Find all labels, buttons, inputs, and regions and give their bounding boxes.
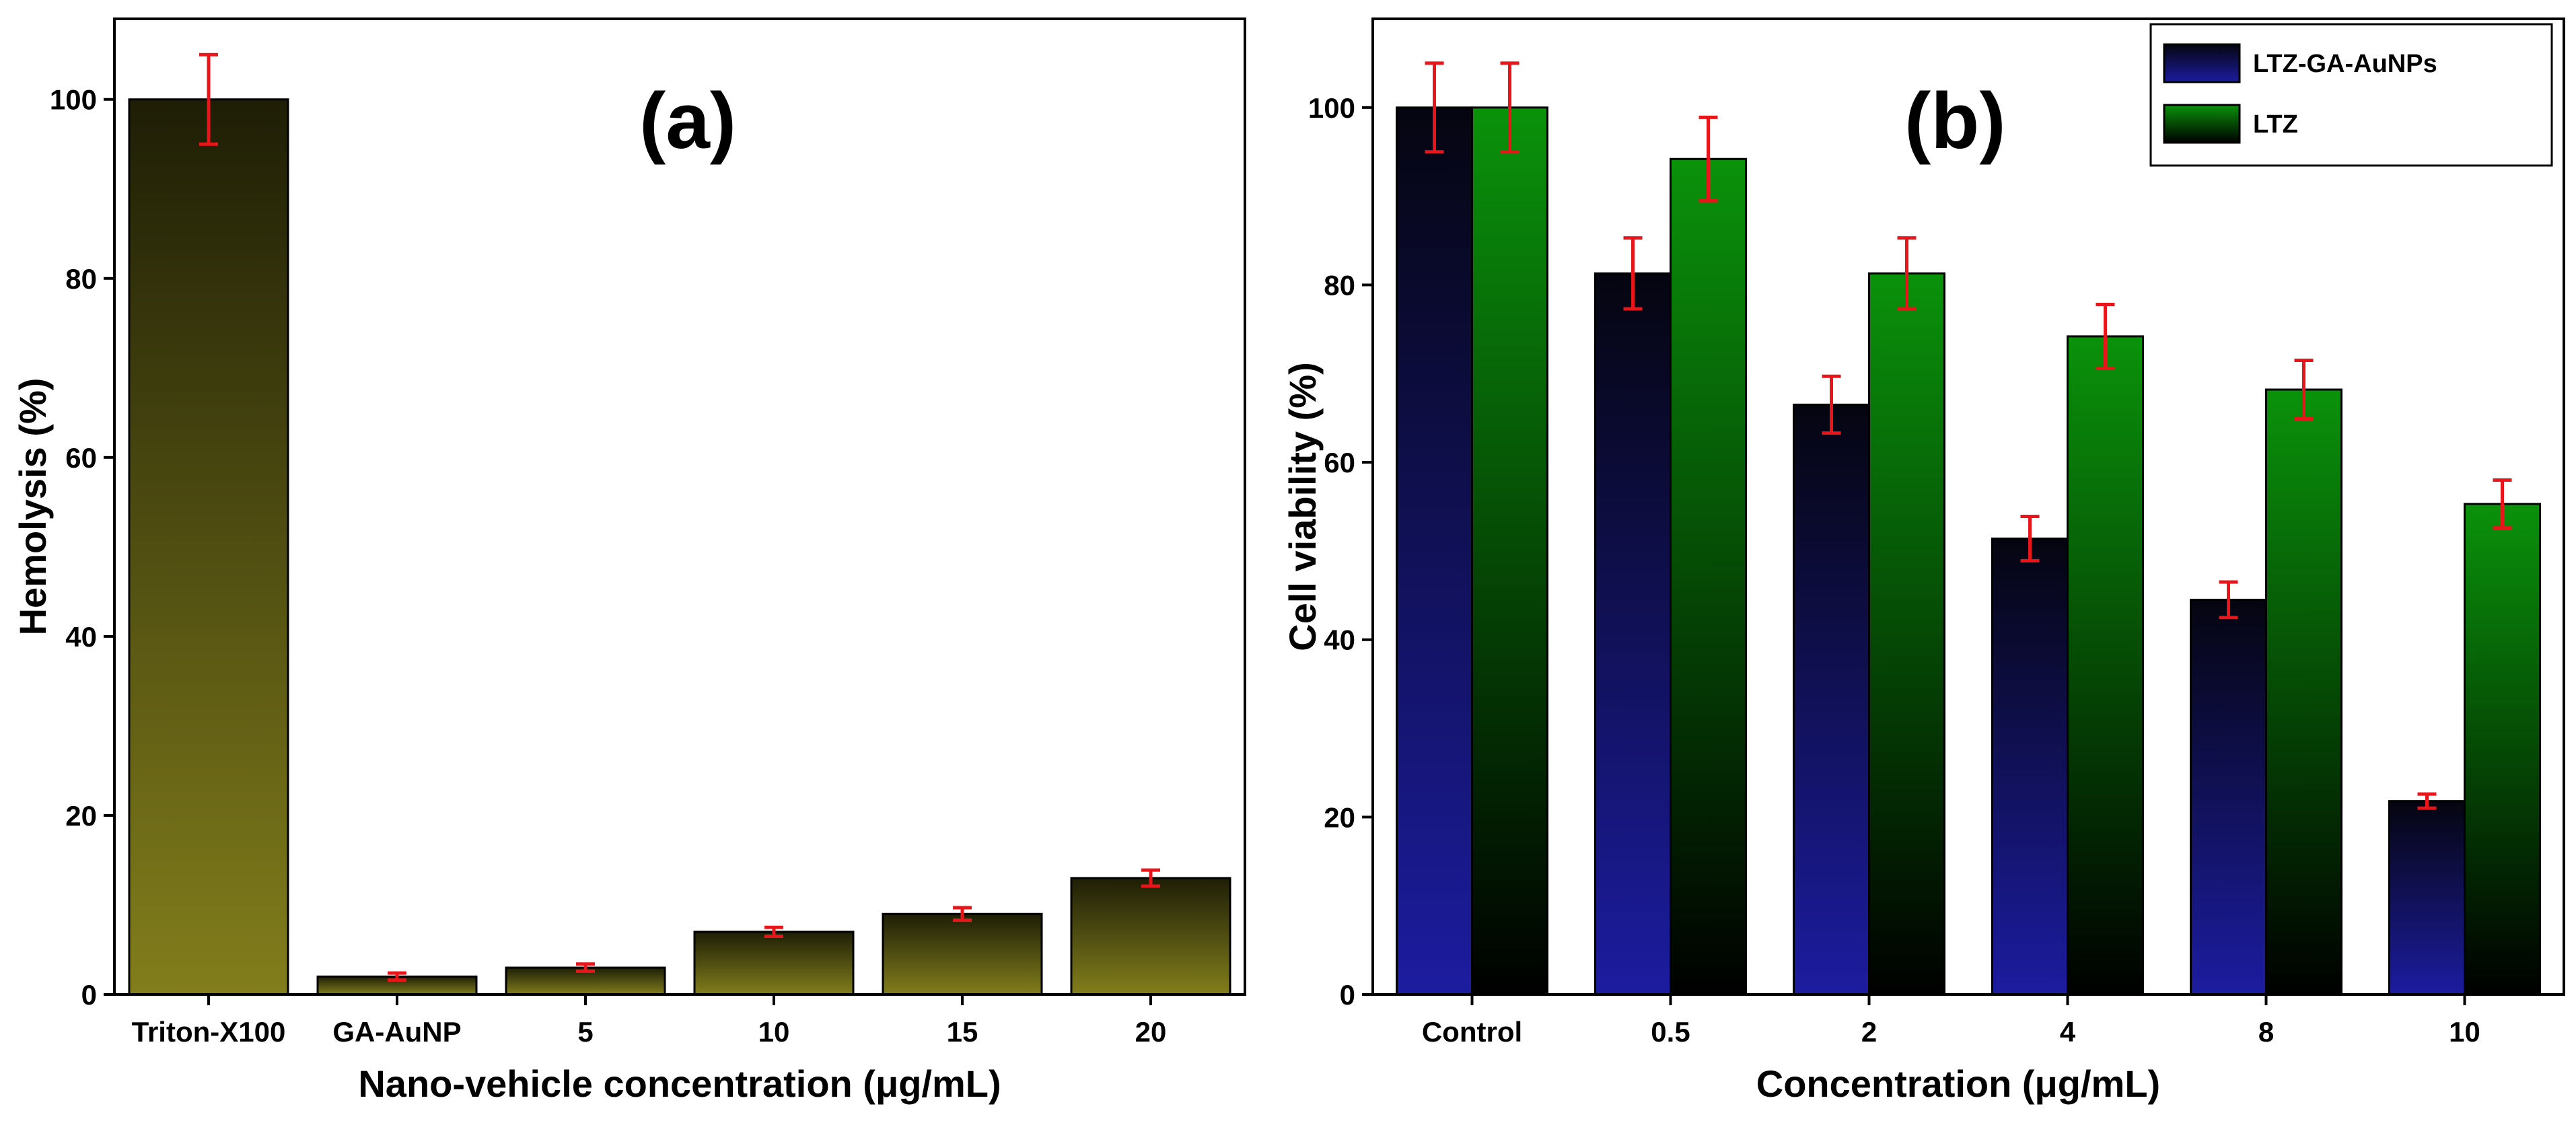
panela-x-tick-label-20: 20: [1135, 1016, 1167, 1048]
panela-x-tick-label-10: 10: [758, 1016, 790, 1048]
panela-y-tick-label-80: 80: [65, 263, 97, 295]
panel-b-y-axis: 0 20 40 60 80 100: [1308, 92, 1373, 1011]
panela-y-tick-label-20: 20: [65, 800, 97, 832]
panelb-y-tick-label-20: 20: [1324, 801, 1355, 833]
panelb-x-tick-label-control: Control: [1422, 1016, 1522, 1048]
panelb-bar-ltz-ga-aunps-8: [2190, 598, 2267, 996]
panelb-bar-ltz-2: [1868, 272, 1945, 996]
panelb-bar-ltz-ga-aunps-2: [1793, 403, 1870, 996]
panela-y-tick-label-100: 100: [50, 84, 97, 116]
panelb-error-bar-ltz-ga-aunps-2: [1822, 374, 1841, 435]
panelb-bar-ltz-ga-aunps-10: [2388, 800, 2466, 996]
panela-error-bar-hemolysis-triton-x100: [199, 52, 218, 146]
panela-bar-hemolysis-20: [1070, 877, 1231, 996]
panela-error-bar-hemolysis-ga-aunp: [388, 971, 406, 982]
panel-b-bars: [1396, 106, 2541, 996]
panel-a-error-bars: [199, 52, 1160, 982]
panelb-error-bar-ltz-ga-aunps-10: [2417, 792, 2437, 810]
panelb-error-bar-ltz-2: [1897, 236, 1917, 311]
panelb-error-bar-ltz-control: [1500, 61, 1519, 154]
panel-a-hemolysis-chart: 0 20 40 60 80 100 Triton-X100 GA-AuNP 5 10 15 20 (…: [11, 17, 1246, 1105]
panelb-error-bar-ltz-ga-aunps-control: [1425, 61, 1444, 154]
panelb-x-tick-label-2: 2: [1861, 1016, 1877, 1048]
panel-b-label: (b): [1904, 77, 2006, 166]
panelb-x-tick-label-4: 4: [2060, 1016, 2076, 1048]
panelb-error-bar-ltz-ga-aunps-8: [2219, 580, 2238, 620]
panela-bar-hemolysis-15: [882, 912, 1043, 996]
panelb-bar-ltz-10: [2464, 503, 2541, 996]
legend-label-ltz: LTZ: [2253, 110, 2298, 139]
panelb-x-tick-label-8: 8: [2258, 1016, 2274, 1048]
panel-b-x-axis: Control 0.5 2 4 8 10: [1422, 994, 2480, 1048]
panelb-bar-ltz-ga-aunps-0-5: [1594, 272, 1672, 996]
panela-x-tick-label-15: 15: [947, 1016, 978, 1048]
panelb-y-tick-label-100: 100: [1308, 92, 1355, 124]
panelb-x-tick-label-0-5: 0.5: [1651, 1016, 1690, 1048]
panelb-x-tick-label-10: 10: [2449, 1016, 2480, 1048]
panelb-y-tick-label-0: 0: [1340, 979, 1355, 1011]
panela-error-bar-hemolysis-20: [1141, 868, 1160, 888]
panel-a-label: (a): [639, 77, 736, 166]
panela-error-bar-hemolysis-10: [764, 925, 783, 939]
panel-a-x-axis-title: Nano-vehicle concentration (μg/mL): [358, 1062, 1001, 1105]
panelb-bar-ltz-ga-aunps-4: [1991, 537, 2069, 996]
panela-bar-hemolysis-10: [693, 931, 855, 996]
panelb-y-tick-label-60: 60: [1324, 447, 1355, 478]
panelb-error-bar-ltz-ga-aunps-4: [2020, 515, 2040, 562]
panela-error-bar-hemolysis-5: [576, 962, 595, 973]
panelb-error-bar-ltz-8: [2294, 359, 2314, 421]
panela-error-bar-hemolysis-15: [953, 906, 972, 922]
panel-a-y-axis-title: Hemolysis (%): [11, 378, 54, 636]
panel-a-bars: [128, 98, 1231, 996]
panelb-bar-ltz-0-5: [1670, 157, 1747, 996]
panela-x-tick-label-triton-x100: Triton-X100: [132, 1016, 286, 1048]
panelb-bar-ltz-control: [1471, 106, 1548, 996]
panel-a-plot-frame: [113, 17, 1246, 996]
panelb-bar-ltz-4: [2067, 335, 2144, 996]
panelb-error-bar-ltz-4: [2096, 302, 2115, 370]
legend-label-ltz-ga-aunps: LTZ-GA-AuNPs: [2253, 50, 2437, 78]
panelb-bar-ltz-ga-aunps-control: [1396, 106, 1473, 996]
panelb-bar-ltz-8: [2265, 388, 2342, 996]
panelb-error-bar-ltz-0-5: [1698, 115, 1718, 203]
panelb-y-tick-label-80: 80: [1324, 269, 1355, 301]
panela-x-tick-label-ga-aunp: GA-AuNP: [332, 1016, 461, 1048]
panel-b-legend: LTZ-GA-AuNPs LTZ: [2149, 23, 2553, 167]
panelb-error-bar-ltz-10: [2493, 478, 2512, 530]
panela-x-tick-label-5: 5: [577, 1016, 593, 1048]
panelb-error-bar-ltz-ga-aunps-0-5: [1623, 236, 1643, 311]
panela-bar-hemolysis-triton-x100: [128, 98, 289, 996]
panel-b-error-bars: [1425, 61, 2512, 810]
panela-y-tick-label-40: 40: [65, 621, 97, 653]
panel-a-y-axis: 0 20 40 60 80 100: [50, 84, 114, 1011]
panelb-y-tick-label-40: 40: [1324, 624, 1355, 656]
panela-y-tick-label-0: 0: [81, 979, 97, 1011]
panela-y-tick-label-60: 60: [65, 442, 97, 474]
panel-b-cell-viability-chart: 0 20 40 60 80 100 Control 0.5 2 4 8 10 (b) Concent…: [1281, 17, 2565, 1105]
panel-b-x-axis-title: Concentration (μg/mL): [1756, 1062, 2160, 1105]
panel-b-plot-frame: [1371, 17, 2565, 996]
panel-b-y-axis-title: Cell viability (%): [1281, 362, 1324, 651]
legend-swatch-ltz: [2163, 104, 2241, 144]
panel-a-x-axis: Triton-X100 GA-AuNP 5 10 15 20: [132, 994, 1167, 1048]
legend-swatch-ltz-ga-aunps: [2163, 43, 2241, 83]
